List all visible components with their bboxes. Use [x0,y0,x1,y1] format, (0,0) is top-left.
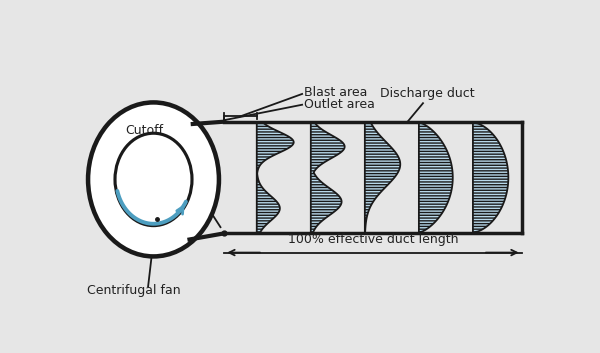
Polygon shape [419,122,453,233]
Ellipse shape [88,102,219,256]
Text: Blast area: Blast area [304,86,367,99]
Polygon shape [311,122,344,233]
Ellipse shape [115,133,192,226]
Polygon shape [365,122,400,233]
Text: Outlet area: Outlet area [304,98,374,111]
Text: Centrifugal fan: Centrifugal fan [88,284,181,297]
Text: Discharge duct: Discharge duct [380,87,474,100]
Text: Cutoff: Cutoff [125,124,163,137]
Text: 100% effective duct length: 100% effective duct length [288,233,458,246]
Polygon shape [473,122,508,233]
Polygon shape [257,122,294,233]
